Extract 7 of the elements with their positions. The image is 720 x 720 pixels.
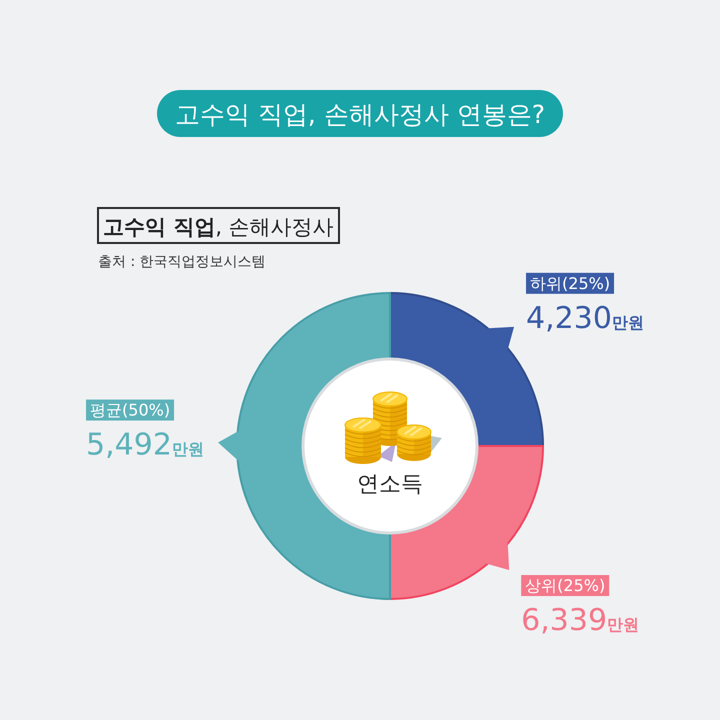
chart-subtitle: 고수익 직업, 손해사정사 (103, 215, 334, 239)
legend-label: 평균(50%) 5,492만원 (86, 400, 204, 463)
slice-label: 하위(25%) 4,230만원 (526, 274, 644, 336)
source-note: 출처 : 한국직업정보시스템 (98, 254, 266, 270)
slice-label: 상위(25%) 6,339만원 (521, 576, 640, 638)
text: 연소득 (357, 472, 423, 497)
chart-title: 고수익 직업, 손해사정사 연봉은? (174, 100, 546, 129)
